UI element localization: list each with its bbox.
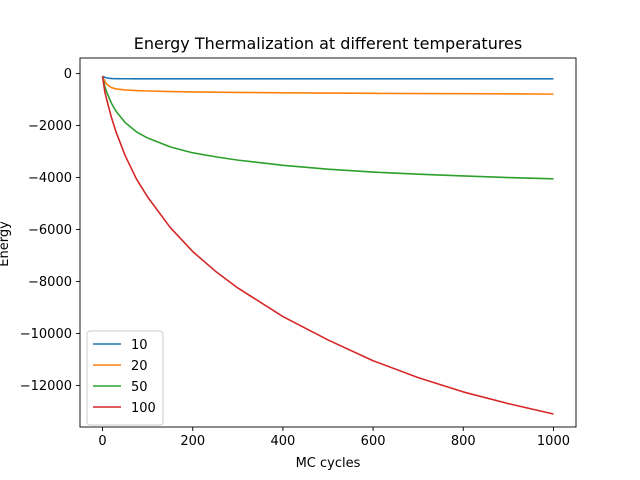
series-line-10 (102, 75, 554, 80)
plot-area: 0 200 400 600 800 1000 0 −2000 −4000 −6000 −8000 −1… (20, 57, 577, 449)
y-tick-label: −6000 (28, 223, 72, 238)
series-line-50 (101, 76, 554, 180)
series-line-100 (101, 76, 554, 415)
y-tick-label: −4000 (28, 171, 72, 186)
x-tick-label: 1000 (537, 434, 570, 449)
legend-label-100: 100 (131, 401, 156, 416)
x-tick-label: 600 (361, 434, 386, 449)
chart-title: Energy Thermalization at different tempe… (134, 34, 522, 53)
legend-label-20: 20 (131, 359, 148, 374)
y-tick-label: −2000 (28, 119, 72, 134)
y-tick-label: −12000 (20, 379, 72, 394)
y-tick-label: −8000 (28, 275, 72, 290)
y-tick-label: −10000 (20, 327, 72, 342)
x-tick-label: 800 (451, 434, 476, 449)
series-line-20 (101, 75, 554, 95)
legend-label-50: 50 (131, 380, 148, 395)
legend-label-10: 10 (131, 338, 148, 353)
legend: 10 20 50 100 (86, 330, 164, 426)
x-tick-label: 200 (180, 434, 205, 449)
x-tick-label: 0 (98, 434, 106, 449)
y-tick-label: 0 (64, 67, 72, 82)
x-tick-label: 400 (270, 434, 295, 449)
x-axis-label: MC cycles (296, 456, 361, 471)
legend-box (86, 330, 164, 426)
plot-frame (79, 57, 577, 428)
y-axis-label: Energy (0, 221, 12, 267)
